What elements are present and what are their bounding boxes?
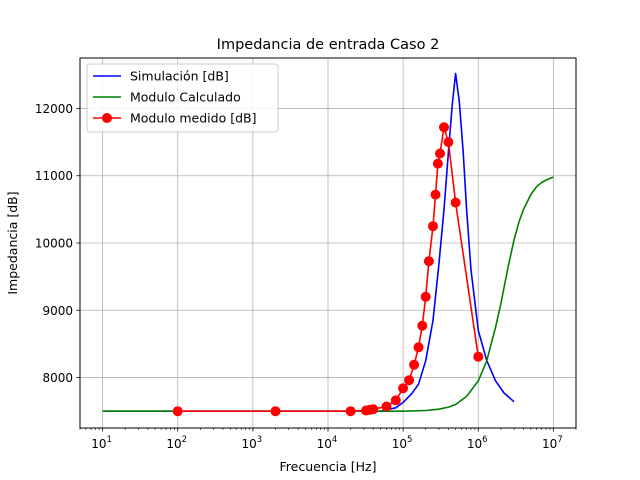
legend-label: Modulo medido [dB] (130, 111, 256, 126)
y-tick-label: 8000 (42, 371, 73, 385)
legend-items: Simulación [dB] Modulo Calculado Modulo me… (93, 69, 256, 126)
data-point (432, 158, 443, 169)
data-point (417, 320, 428, 331)
chart-title: Impedancia de entrada Caso 2 (217, 37, 440, 53)
y-tick-label: 12000 (35, 102, 73, 116)
y-tick-label: 9000 (42, 304, 73, 318)
series-layer (102, 72, 554, 417)
x-tick-label: 106 (467, 435, 488, 451)
data-point (409, 359, 420, 370)
data-point (404, 375, 415, 386)
data-point (345, 406, 356, 417)
x-axis-label: Frecuencia [Hz] (280, 459, 377, 474)
x-tick-label: 102 (166, 435, 187, 451)
data-point (430, 189, 441, 200)
legend-label: Simulación [dB] (130, 69, 229, 84)
x-tick-label: 105 (392, 435, 413, 451)
x-tick-label: 107 (542, 435, 563, 451)
x-tick-label: 103 (242, 435, 263, 451)
data-point (270, 406, 281, 417)
legend: Simulación [dB] Modulo Calculado Modulo me… (86, 63, 279, 133)
y-axis-label: Impedancia [dB] (5, 191, 20, 294)
series-line-0 (102, 72, 515, 413)
legend-label: Modulo Calculado (130, 90, 241, 105)
data-point (368, 404, 379, 415)
legend-box (86, 63, 279, 133)
data-point (439, 122, 449, 133)
x-tick-label: 104 (317, 435, 338, 451)
data-point (420, 291, 431, 302)
data-point (413, 342, 424, 353)
series-line-1 (102, 176, 554, 413)
data-point (428, 221, 438, 232)
data-point (450, 197, 461, 208)
data-point (390, 395, 401, 406)
y-tick-label: 11000 (35, 169, 73, 183)
data-point (435, 148, 445, 159)
x-tick-label: 101 (91, 435, 112, 451)
legend-marker (102, 113, 112, 123)
data-point (423, 256, 434, 267)
data-point (172, 406, 183, 417)
data-point (473, 351, 484, 362)
data-point (443, 137, 454, 148)
data-point (381, 401, 392, 412)
y-axis: 8000 9000 10000 11000 12000 (35, 102, 80, 385)
data-point (398, 383, 409, 394)
x-axis: 101 102 103 104 105 106 107 (79, 428, 577, 451)
y-tick-label: 10000 (35, 237, 73, 251)
